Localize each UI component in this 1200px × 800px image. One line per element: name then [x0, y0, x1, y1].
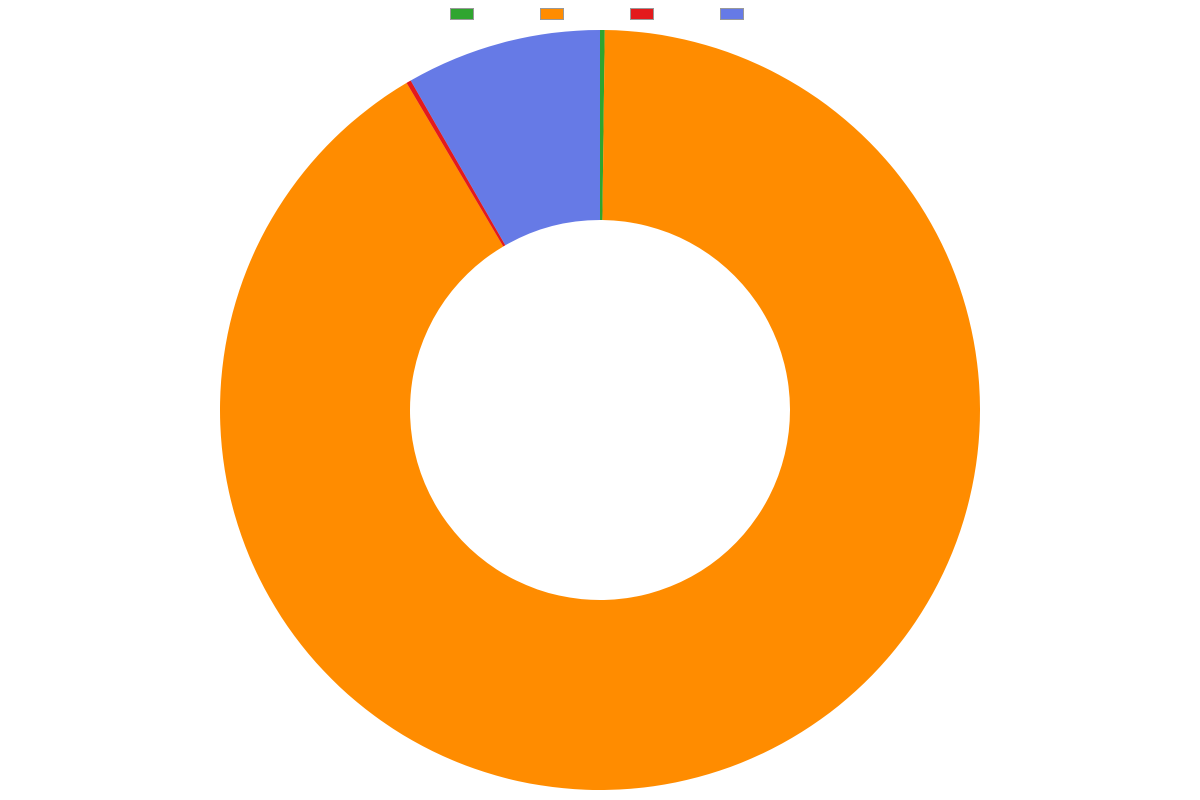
legend-swatch-3: [720, 8, 744, 20]
legend-item-1: [540, 8, 570, 20]
donut-svg: [0, 20, 1200, 800]
chart-legend: [0, 8, 1200, 20]
chart-container: { "chart": { "type": "donut", "width": 1…: [0, 0, 1200, 800]
legend-swatch-2: [630, 8, 654, 20]
donut-chart: [0, 20, 1200, 800]
legend-item-0: [450, 8, 480, 20]
legend-swatch-1: [540, 8, 564, 20]
legend-item-3: [720, 8, 750, 20]
legend-item-2: [630, 8, 660, 20]
legend-swatch-0: [450, 8, 474, 20]
